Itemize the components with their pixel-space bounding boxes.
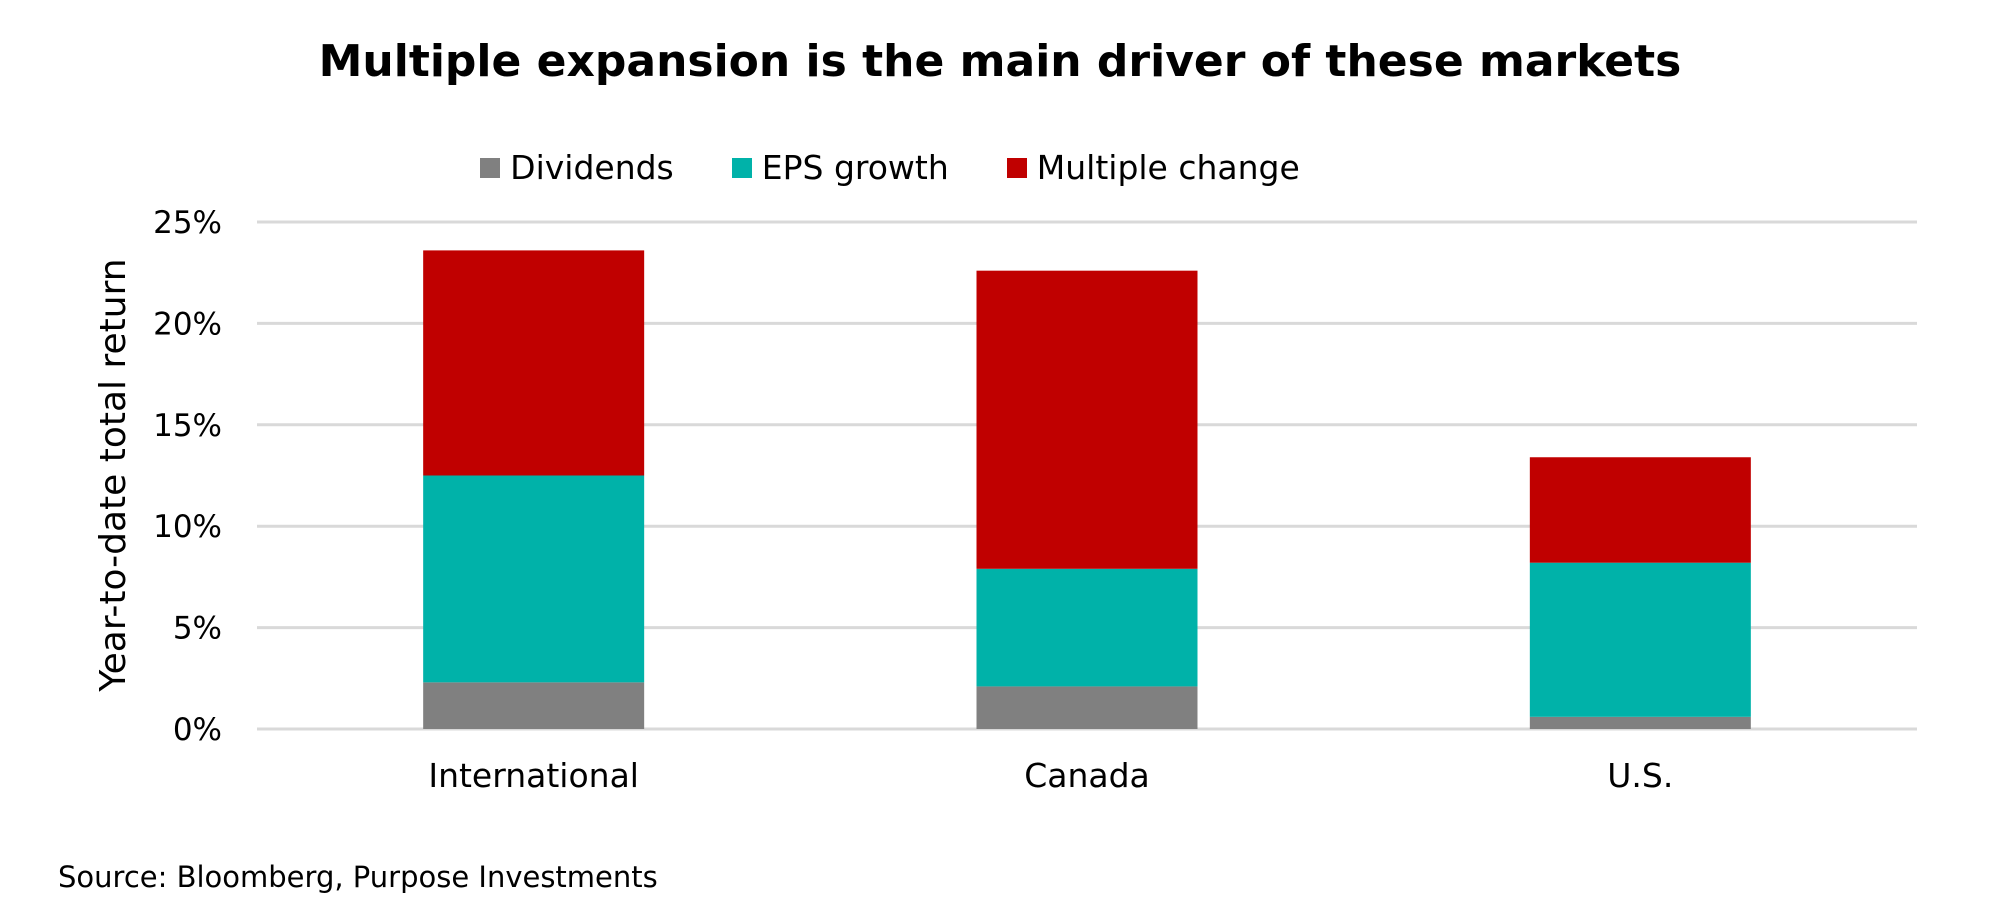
legend: Dividends EPS growth Multiple change bbox=[0, 148, 1780, 187]
bar-multiple-change bbox=[423, 250, 645, 476]
legend-label-dividends: Dividends bbox=[510, 148, 674, 187]
bar-eps-growth bbox=[976, 568, 1198, 687]
legend-item-eps-growth: EPS growth bbox=[731, 148, 949, 187]
legend-swatch-dividends bbox=[480, 157, 501, 178]
y-tick-label: 25% bbox=[153, 205, 222, 241]
y-axis-label: Year-to-date total return bbox=[93, 258, 134, 692]
legend-item-dividends: Dividends bbox=[480, 148, 674, 187]
bar-multiple-change bbox=[976, 270, 1198, 569]
y-tick-label: 5% bbox=[173, 611, 222, 647]
y-tick-label: 0% bbox=[173, 712, 222, 748]
bar-eps-growth bbox=[1529, 562, 1751, 717]
bar-multiple-change bbox=[1529, 457, 1751, 563]
chart-title: Multiple expansion is the main driver of… bbox=[318, 36, 1682, 87]
legend-swatch-eps-growth bbox=[731, 157, 752, 178]
source-note: Source: Bloomberg, Purpose Investments bbox=[58, 860, 658, 894]
bar-dividends bbox=[423, 682, 645, 729]
x-tick-label: International bbox=[428, 756, 639, 795]
bar-dividends bbox=[1529, 716, 1751, 729]
x-tick-label: Canada bbox=[1024, 756, 1150, 795]
bar-dividends bbox=[976, 686, 1198, 729]
legend-label-multiple-change: Multiple change bbox=[1036, 148, 1300, 187]
y-tick-label: 15% bbox=[153, 408, 222, 444]
legend-item-multiple-change: Multiple change bbox=[1006, 148, 1300, 187]
legend-label-eps-growth: EPS growth bbox=[761, 148, 949, 187]
bar-eps-growth bbox=[423, 475, 645, 683]
x-tick-label: U.S. bbox=[1607, 756, 1673, 795]
legend-swatch-multiple-change bbox=[1006, 157, 1027, 178]
y-tick-label: 10% bbox=[153, 509, 222, 545]
y-tick-label: 20% bbox=[153, 306, 222, 342]
